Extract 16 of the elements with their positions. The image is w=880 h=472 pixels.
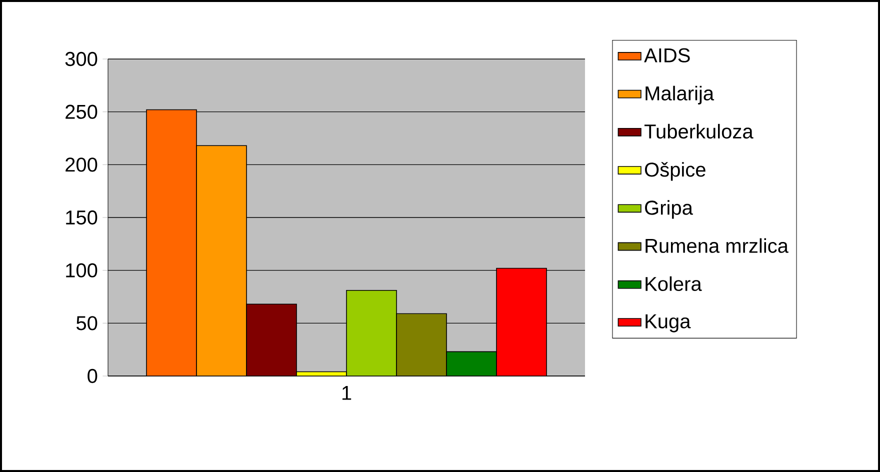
y-tick-label: 50 — [76, 316, 98, 330]
y-tick-label: 0 — [88, 368, 98, 384]
legend-label: Ošpice — [644, 162, 706, 181]
x-tick-label: 1 — [342, 386, 352, 400]
y-tick-label: 300 — [65, 52, 98, 66]
y-tick-label: 200 — [66, 158, 98, 172]
legend-label: Malarija — [646, 86, 714, 104]
y-tick-label: 100 — [66, 263, 98, 278]
y-tick-label: 250 — [66, 104, 98, 119]
legend-label: AIDS — [644, 48, 690, 62]
legend-label: Rumena mrzlica — [646, 238, 788, 253]
legend-label: Kolera — [646, 276, 702, 292]
legend-label: Tuberkuloza — [644, 124, 754, 139]
legend-label: Kuga — [646, 314, 691, 332]
y-tick-label: 150 — [66, 210, 98, 225]
legend-label: Gripa — [645, 200, 693, 219]
